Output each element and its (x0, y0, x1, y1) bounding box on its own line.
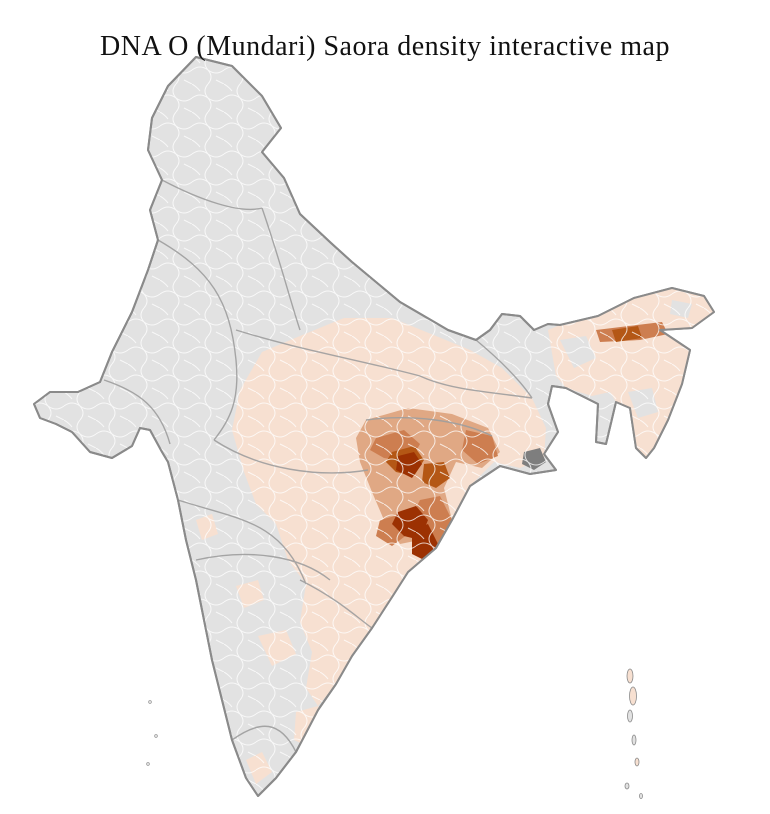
island[interactable] (627, 709, 633, 723)
island[interactable] (629, 686, 637, 706)
state-borders (103, 179, 533, 753)
island[interactable] (634, 757, 640, 767)
island[interactable] (639, 793, 643, 799)
island[interactable] (148, 700, 152, 704)
island[interactable] (146, 762, 150, 766)
map-title: DNA O (Mundari) Saora density interactiv… (100, 30, 670, 62)
region-andaman-nicobar-islands[interactable] (624, 668, 643, 799)
island[interactable] (626, 668, 634, 684)
island[interactable] (154, 734, 158, 738)
island[interactable] (631, 734, 637, 746)
region-lakshadweep-islands[interactable] (146, 700, 158, 766)
island[interactable] (624, 782, 630, 790)
